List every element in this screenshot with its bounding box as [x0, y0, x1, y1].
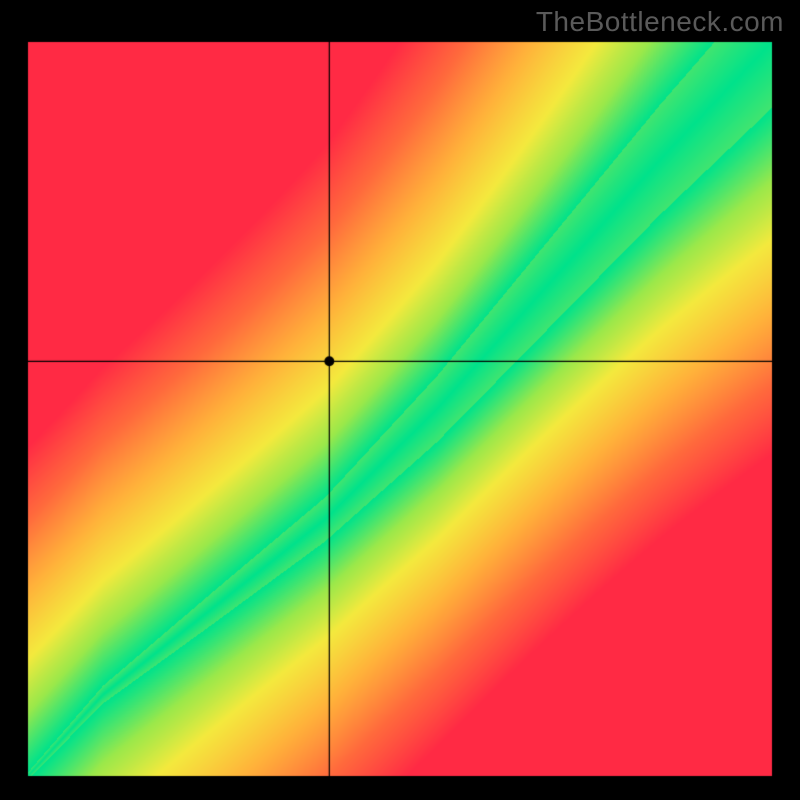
- watermark-text: TheBottleneck.com: [536, 6, 784, 38]
- chart-container: TheBottleneck.com: [0, 0, 800, 800]
- bottleneck-heatmap: [0, 0, 800, 800]
